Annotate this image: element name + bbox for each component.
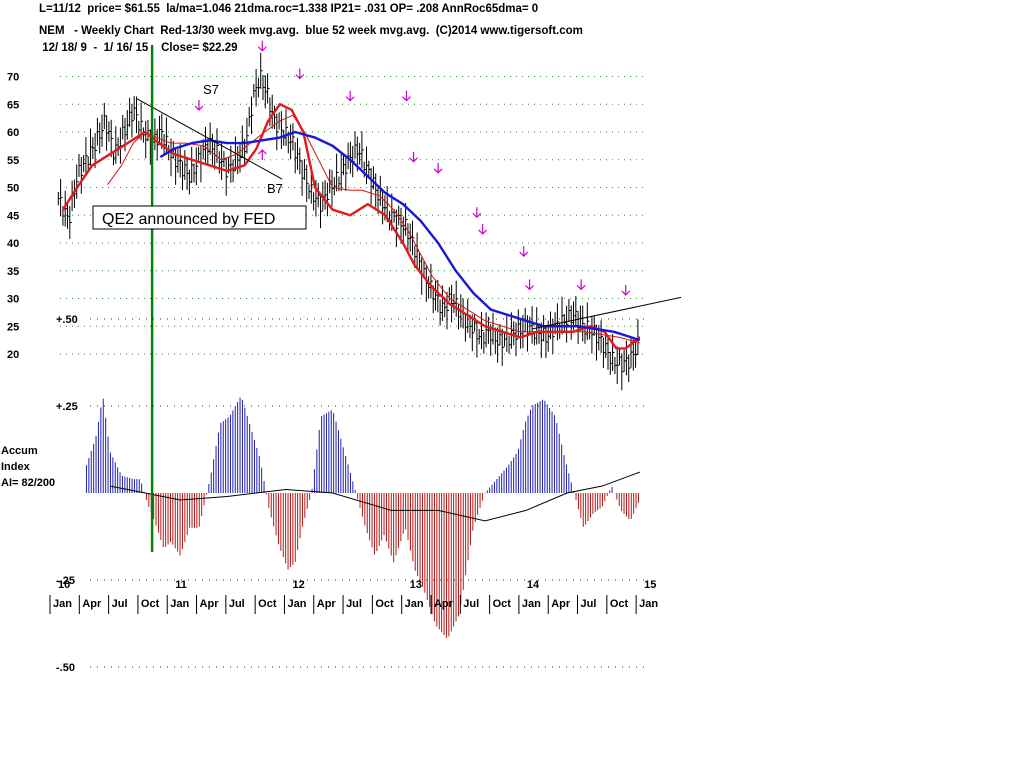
sell-signal-arrow [576, 279, 586, 291]
price-tick-label: 45 [7, 210, 19, 222]
month-label: Oct [610, 598, 629, 610]
price-tick-label: 50 [7, 183, 19, 195]
accum-tick-label: -.50 [56, 662, 75, 674]
year-label: 15 [644, 579, 656, 591]
annotation-text: QE2 announced by FED [102, 211, 275, 228]
header-line1: L=11/12 price= $61.55 la/ma=1.046 21dma.… [39, 3, 539, 15]
price-tick-label: 40 [7, 238, 19, 250]
sell-signal-arrow [433, 162, 443, 174]
year-label: 10 [58, 579, 70, 591]
ma-52-week-line [159, 130, 641, 342]
month-label: Jan [170, 598, 189, 610]
price-tick-label: 35 [7, 266, 19, 278]
trendline-up [531, 296, 682, 330]
month-label: Jul [229, 598, 245, 610]
month-label: Apr [200, 598, 220, 610]
month-label: Jan [522, 598, 541, 610]
year-label: 13 [410, 579, 422, 591]
month-label: Jan [405, 598, 424, 610]
sell-signal-arrow [472, 207, 482, 219]
sell-signal-arrow [525, 279, 534, 291]
sell-signal-arrow [519, 246, 529, 257]
accum-tick-label: +.25 [56, 401, 78, 413]
year-label: 11 [175, 579, 187, 591]
annotation-box [92, 205, 307, 230]
ma-30-week-line [61, 103, 641, 350]
accum-index-label: Accum [1, 445, 38, 457]
month-label: Oct [258, 598, 277, 610]
accum-tick-label: -.25 [56, 575, 75, 587]
price-tick-label: 60 [7, 127, 19, 139]
signal-label-b7: B7 [267, 181, 283, 196]
year-label: 12 [292, 579, 304, 591]
month-label: Jan [287, 598, 306, 610]
accum-ma-line [109, 471, 640, 522]
month-label: Jul [463, 598, 479, 610]
month-label: Apr [434, 598, 454, 610]
trendline-down [136, 98, 283, 180]
month-label: Jan [53, 598, 72, 610]
sell-signal-arrow [295, 68, 305, 80]
month-label: Oct [375, 598, 394, 610]
month-label: Apr [317, 598, 337, 610]
price-tick-label: 20 [7, 349, 19, 361]
price-tick-label: 70 [7, 72, 19, 84]
sell-signal-arrow [194, 100, 204, 111]
price-tick-label: 65 [7, 99, 19, 111]
month-label: Jul [346, 598, 362, 610]
year-label: 14 [527, 579, 540, 591]
month-label: Oct [141, 598, 160, 610]
sell-signal-arrow [478, 223, 488, 235]
buy-signal-arrow [257, 149, 267, 160]
accum-index-label: Index [1, 461, 31, 473]
sell-signal-arrow [345, 90, 355, 102]
price-tick-label: 55 [7, 155, 19, 167]
sell-signal-arrow [402, 90, 411, 102]
price-tick-label: 25 [7, 321, 19, 333]
month-label: Jul [112, 598, 128, 610]
month-label: Apr [82, 598, 102, 610]
month-label: Jul [581, 598, 597, 610]
sell-signal-arrow [257, 40, 267, 52]
header-line3: 12/ 18/ 9 - 1/ 16/ 15 Close= $22.29 [39, 42, 238, 54]
accum-tick-label: +.50 [56, 314, 78, 326]
month-label: Apr [551, 598, 571, 610]
sell-signal-arrow [621, 284, 631, 296]
header-line2: NEM - Weekly Chart Red-13/30 week mvg.av… [39, 25, 583, 37]
month-label: Oct [493, 598, 512, 610]
sell-signal-arrow [409, 151, 418, 163]
signal-label-s7: S7 [203, 82, 219, 97]
price-tick-label: 30 [7, 294, 19, 306]
accum-index-label: AI= 82/200 [1, 477, 55, 489]
month-label: Jan [639, 598, 658, 610]
